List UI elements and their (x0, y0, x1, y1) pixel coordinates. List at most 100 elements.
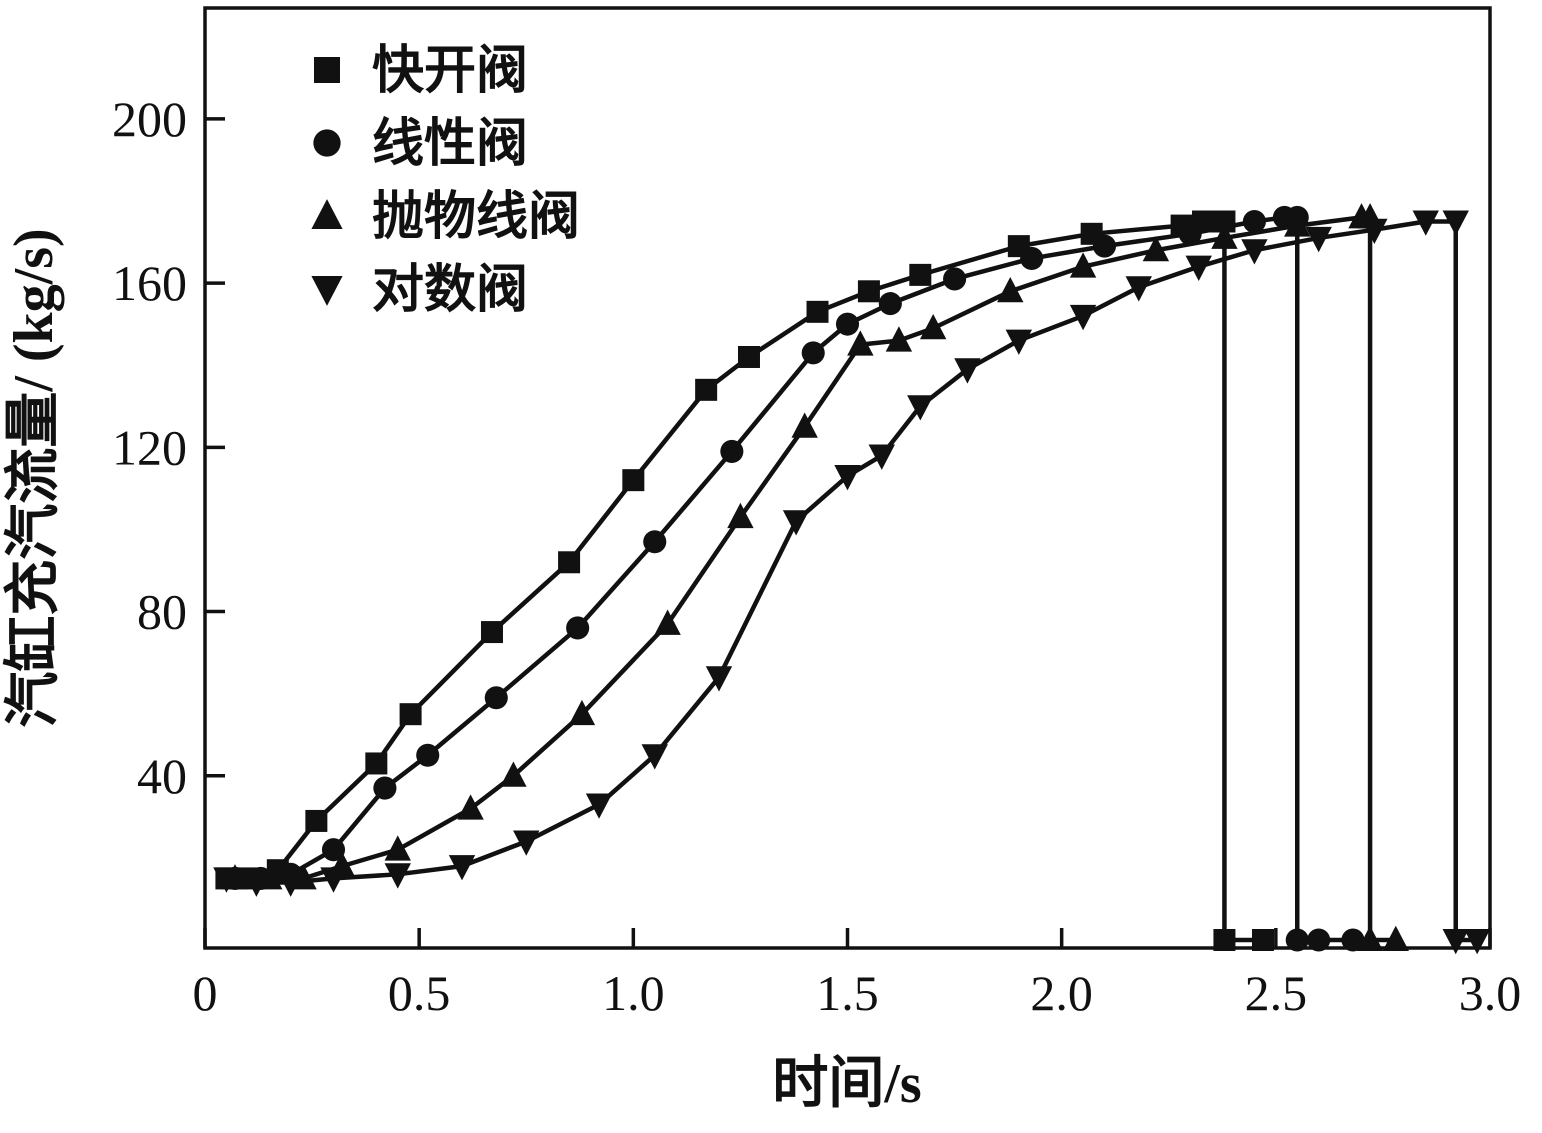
marker-triangle-down (641, 744, 668, 770)
marker-triangle-up (1069, 252, 1097, 278)
marker-circle (1341, 928, 1365, 952)
series-line-logarithmic-valve (226, 219, 1478, 943)
marker-triangle-down (320, 867, 347, 893)
marker-triangle-down (1442, 210, 1469, 236)
marker-circle (1020, 246, 1044, 270)
marker-triangle-down (954, 358, 981, 384)
marker-circle (720, 439, 744, 463)
marker-triangle-up (1382, 925, 1409, 951)
marker-triangle-down (1305, 226, 1332, 253)
series-linear-valve (223, 205, 1365, 952)
marker-square (737, 345, 760, 368)
legend-marker-square (314, 57, 340, 83)
y-tick-label: 160 (112, 255, 187, 311)
marker-triangle-down (513, 830, 540, 856)
legend-marker-circle (313, 129, 341, 157)
marker-triangle-up (727, 502, 754, 529)
x-tick-label: 0.5 (388, 965, 451, 1021)
marker-circle (878, 292, 902, 316)
marker-square (558, 551, 581, 574)
marker-triangle-down (384, 863, 411, 889)
marker-square (857, 280, 880, 303)
marker-triangle-up (1284, 211, 1311, 237)
marker-square (806, 300, 829, 323)
marker-triangle-down (782, 510, 810, 536)
marker-triangle-down (448, 855, 476, 881)
marker-triangle-down (1361, 218, 1388, 245)
marker-triangle-down (1442, 929, 1469, 955)
legend-label: 对数阀 (372, 261, 528, 319)
series-line-parabolic-valve (234, 215, 1396, 943)
marker-triangle-down (1463, 929, 1491, 955)
x-tick-label: 1.5 (816, 965, 879, 1021)
marker-circle (801, 341, 825, 365)
legend-label: 快开阀 (372, 42, 528, 100)
marker-triangle-down (1005, 329, 1033, 355)
y-tick-label: 200 (112, 91, 187, 147)
marker-triangle-down (1412, 210, 1439, 236)
marker-square (1213, 929, 1236, 951)
marker-triangle-up (919, 313, 947, 340)
y-tick-label: 40 (137, 748, 187, 804)
marker-triangle-down (834, 465, 861, 491)
marker-triangle-up (654, 609, 681, 635)
marker-circle (1307, 928, 1331, 952)
plot-area: 0 0.5 1.0 1.5 2.0 2.5 3.0 40 80 120 160 200 快开阀线性阀抛物… (112, 6, 1522, 1021)
marker-triangle-up (1356, 925, 1384, 951)
marker-square (480, 621, 503, 644)
marker-square (1251, 929, 1274, 951)
x-tick-label: 0 (193, 965, 218, 1021)
x-tick-label: 2.5 (1245, 965, 1308, 1021)
legend-marker-triangle-up (311, 199, 343, 229)
marker-square (399, 703, 422, 726)
marker-circle (566, 616, 590, 640)
y-tick-label: 80 (137, 584, 187, 640)
marker-triangle-down (213, 867, 240, 893)
legend-item: 对数阀 (311, 261, 528, 319)
series-logarithmic-valve (213, 210, 1491, 955)
y-axis-label: 汽缸充汽流量/ (kg/s) (2, 228, 65, 727)
marker-square (365, 752, 388, 775)
x-tick-label: 1.0 (602, 965, 665, 1021)
marker-triangle-down (585, 793, 613, 819)
marker-circle (643, 530, 667, 554)
legend-label: 抛物线阀 (372, 188, 580, 246)
marker-triangle-up (847, 330, 874, 356)
marker-square (305, 809, 328, 832)
y-tick-label: 120 (112, 419, 187, 475)
marker-circle (1178, 222, 1202, 246)
marker-square (622, 469, 645, 492)
marker-circle (321, 838, 346, 862)
marker-triangle-up (791, 412, 818, 438)
marker-square (909, 263, 932, 286)
marker-triangle-down (907, 395, 934, 421)
marker-triangle-up (1211, 223, 1238, 249)
marker-triangle-down (705, 666, 733, 692)
marker-triangle-down (243, 871, 270, 897)
marker-circle (1285, 928, 1309, 952)
marker-circle (943, 267, 967, 291)
marker-triangle-down (1069, 304, 1097, 331)
series-line-quick-opening-valve (226, 219, 1263, 943)
x-tick-label: 2.0 (1030, 965, 1093, 1021)
marker-triangle-up (997, 276, 1024, 303)
marker-circle (1092, 234, 1117, 258)
legend-label: 线性阀 (372, 115, 528, 173)
marker-square (695, 378, 718, 401)
legend-item: 线性阀 (313, 115, 528, 173)
marker-triangle-down (1241, 239, 1268, 265)
x-tick-label: 3.0 (1459, 965, 1522, 1021)
marker-triangle-up (1142, 235, 1170, 262)
x-axis-label: 时间/s (772, 1053, 921, 1115)
marker-triangle-up (500, 761, 527, 787)
legend-item: 抛物线阀 (311, 188, 580, 246)
legend-marker-triangle-down (311, 276, 343, 306)
marker-circle (1242, 209, 1266, 234)
marker-circle (484, 686, 508, 710)
marker-triangle-up (384, 835, 411, 861)
marker-triangle-up (457, 794, 484, 820)
marker-triangle-down (277, 871, 304, 897)
